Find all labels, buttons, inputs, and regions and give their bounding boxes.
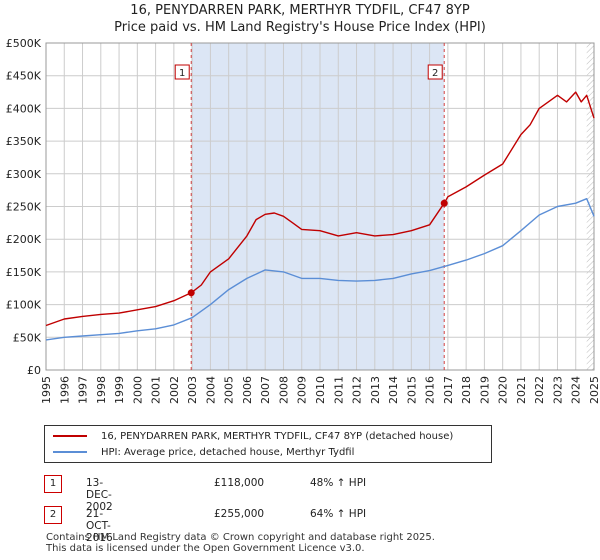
- footer-line-1: Contains HM Land Registry data © Crown c…: [46, 532, 435, 543]
- y-tick-label: £400K: [6, 102, 42, 115]
- x-tick-label: 2021: [515, 376, 528, 404]
- sale-label-box: [427, 64, 443, 80]
- x-tick-label: 2024: [570, 376, 583, 404]
- x-tick-label: 2010: [314, 376, 327, 404]
- sale-badge: 1: [44, 475, 62, 493]
- hpi-line: [45, 197, 595, 341]
- footer-line-2: This data is licensed under the Open Gov…: [46, 543, 365, 554]
- sale-label-box: [174, 64, 190, 80]
- x-tick-label: 2025: [588, 376, 600, 404]
- x-tick-label: 2000: [131, 376, 144, 404]
- y-tick-label: £50K: [13, 331, 42, 344]
- y-tick-label: £200K: [6, 233, 42, 246]
- x-tick-label: 2009: [296, 376, 309, 404]
- legend-item-hpi: HPI: Average price, detached house, Mert…: [53, 445, 354, 459]
- plot-border: [45, 42, 595, 371]
- x-tick-label: 2004: [204, 376, 217, 404]
- x-tick-label: 2022: [533, 376, 546, 404]
- x-tick-label: 2008: [277, 376, 290, 404]
- sale-hpi-change: 64% ↑ HPI: [310, 508, 367, 520]
- sale-point: [187, 289, 195, 297]
- sale-badge: 2: [44, 506, 62, 524]
- sale-date: 13-DEC-2002: [86, 477, 113, 513]
- x-tick-label: 2016: [424, 376, 437, 404]
- y-tick-label: £150K: [6, 266, 42, 279]
- x-tick-label: 2018: [460, 376, 473, 404]
- legend-swatch-hpi: [53, 451, 87, 453]
- y-tick-label: £450K: [6, 70, 42, 83]
- x-tick-label: 1995: [40, 376, 53, 404]
- legend-item-property: 16, PENYDARREN PARK, MERTHYR TYDFIL, CF4…: [53, 429, 453, 443]
- x-tick-label: 2002: [168, 376, 181, 404]
- x-tick-label: 1999: [113, 376, 126, 404]
- y-tick-label: £0: [27, 364, 41, 377]
- x-tick-label: 2013: [369, 376, 382, 404]
- x-tick-label: 1998: [95, 376, 108, 404]
- x-tick-label: 2020: [497, 376, 510, 404]
- x-tick-label: 2023: [551, 376, 564, 404]
- legend-label-hpi: HPI: Average price, detached house, Mert…: [101, 446, 355, 458]
- title-line-2: Price paid vs. HM Land Registry's House …: [114, 20, 486, 35]
- legend-label-property: 16, PENYDARREN PARK, MERTHYR TYDFIL, CF4…: [101, 430, 454, 442]
- x-tick-label: 2011: [332, 376, 345, 404]
- x-tick-label: 2014: [387, 376, 400, 404]
- sale-price: £255,000: [214, 508, 265, 520]
- sale-price: £118,000: [214, 477, 265, 489]
- y-tick-label: £100K: [6, 299, 42, 312]
- sale-point: [440, 199, 448, 207]
- x-tick-label: 2007: [259, 376, 272, 404]
- sale-hpi-change: 48% ↑ HPI: [310, 477, 367, 489]
- x-tick-label: 1996: [58, 376, 71, 404]
- x-tick-label: 2005: [223, 376, 236, 404]
- x-tick-label: 2001: [150, 376, 163, 404]
- x-tick-label: 2006: [241, 376, 254, 404]
- chart-legend: 16, PENYDARREN PARK, MERTHYR TYDFIL, CF4…: [44, 425, 492, 463]
- title-line-1: 16, PENYDARREN PARK, MERTHYR TYDFIL, CF4…: [130, 3, 470, 18]
- x-tick-label: 1997: [77, 376, 90, 404]
- sale-date: 21-OCT-2016: [86, 508, 113, 544]
- x-tick-label: 2019: [478, 376, 491, 404]
- x-tick-label: 2012: [351, 376, 364, 404]
- legend-swatch-property: [53, 435, 87, 437]
- chart-title: 16, PENYDARREN PARK, MERTHYR TYDFIL, CF4…: [0, 2, 600, 36]
- sale-label: 2: [432, 68, 438, 79]
- y-tick-label: £300K: [6, 168, 42, 181]
- property-price-line: [45, 91, 595, 327]
- x-tick-label: 2003: [186, 376, 199, 404]
- y-tick-label: £350K: [6, 135, 42, 148]
- x-tick-label: 2017: [442, 376, 455, 404]
- sale-label: 1: [179, 68, 185, 79]
- price-chart: £0 £50K £100K £150K £200K £250K £300K £350K £400…: [6, 37, 600, 404]
- y-tick-label: £250K: [6, 201, 42, 214]
- footer: Contains HM Land Registry data © Crown c…: [46, 532, 435, 554]
- x-tick-label: 2015: [405, 376, 418, 404]
- y-tick-label: £500K: [6, 37, 42, 50]
